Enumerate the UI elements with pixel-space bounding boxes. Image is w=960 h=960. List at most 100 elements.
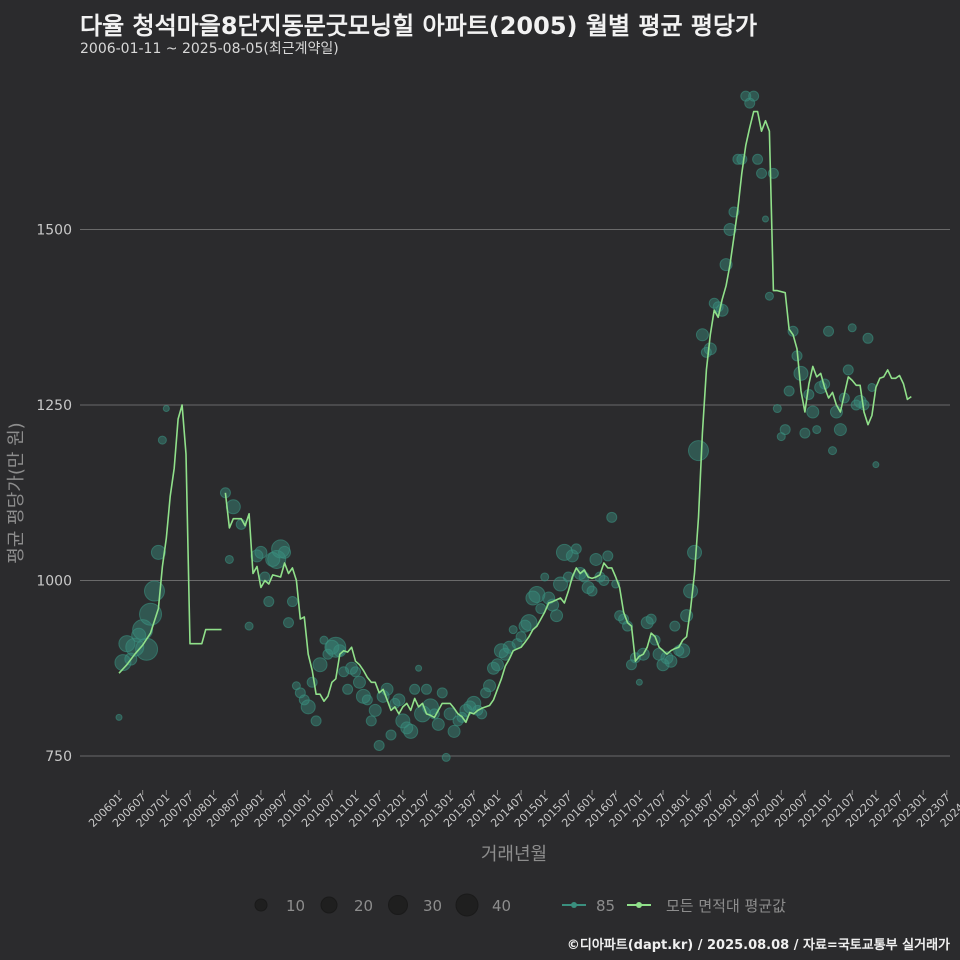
data-point <box>695 328 709 342</box>
data-point <box>115 713 123 721</box>
data-point <box>550 609 564 623</box>
data-point <box>833 423 847 437</box>
avg-line-group <box>118 110 912 724</box>
data-point <box>466 695 482 711</box>
legend-size-circle <box>388 895 408 915</box>
data-point <box>267 549 287 569</box>
avg-series-line <box>224 110 912 724</box>
data-point <box>783 385 795 397</box>
data-point <box>300 699 316 715</box>
x-axis-title: 거래년월 <box>481 844 547 865</box>
legend-85-marker <box>571 902 577 908</box>
data-point <box>660 651 674 665</box>
data-point <box>361 694 373 706</box>
data-point <box>352 675 366 689</box>
data-point <box>761 215 769 223</box>
y-axis-ticks: 750 1000 1250 1500 <box>36 223 72 766</box>
data-point <box>508 625 518 635</box>
data-point <box>263 596 275 608</box>
legend-avg-label: 모든 면적대 평균값 <box>666 897 786 915</box>
legend-size-circle <box>320 896 338 914</box>
data-point <box>586 585 598 597</box>
data-point <box>664 654 678 668</box>
legend-85-label: 85 <box>596 897 615 915</box>
data-point <box>675 643 691 659</box>
data-point <box>373 739 385 751</box>
data-point <box>319 635 329 645</box>
data-point <box>520 614 538 632</box>
legend: 10 20 30 40 85 모든 면적대 평균값 <box>254 893 786 917</box>
data-point <box>553 576 569 592</box>
y-tick-label: 1250 <box>36 398 72 414</box>
data-point <box>150 544 166 560</box>
data-point <box>415 664 423 672</box>
data-point <box>324 639 340 655</box>
data-point <box>752 153 764 165</box>
source-credit: ©디아파트(dapt.kr) / 2025.08.08 / 자료=국토교통부 실… <box>566 938 950 953</box>
data-point <box>656 658 670 672</box>
data-point <box>480 687 492 699</box>
data-point <box>250 549 264 563</box>
data-point <box>350 666 362 678</box>
data-point <box>669 620 681 632</box>
data-point <box>342 683 354 695</box>
data-point <box>114 654 132 672</box>
y-tick-label: 750 <box>45 749 72 765</box>
data-point <box>338 666 350 678</box>
data-point <box>385 729 397 741</box>
data-point <box>748 90 760 102</box>
data-point <box>732 153 744 165</box>
data-point <box>715 303 729 317</box>
data-point <box>447 724 461 738</box>
legend-size-label: 30 <box>423 897 442 915</box>
x-axis-ticks: 2006012006072007012007072008012008072009… <box>86 790 960 830</box>
data-point <box>606 511 618 523</box>
chart-title: 다율 청석마을8단지동문굿모닝힐 아파트(2005) 월별 평균 평당가 <box>80 12 758 40</box>
y-tick-label: 1500 <box>36 223 72 239</box>
legend-size-label: 10 <box>286 897 305 915</box>
data-point <box>540 572 550 582</box>
data-point <box>799 427 811 439</box>
avg-series-line <box>118 404 222 674</box>
data-point <box>403 723 419 739</box>
chart-subtitle: 2006-01-11 ~ 2025-08-05(최근계약일) <box>80 41 339 57</box>
data-point <box>525 590 541 606</box>
data-point <box>490 658 504 672</box>
data-point <box>254 545 268 559</box>
data-point <box>756 167 768 179</box>
data-point <box>736 153 748 165</box>
data-point <box>392 693 406 707</box>
data-point <box>842 364 854 376</box>
data-point <box>224 554 234 564</box>
data-point <box>812 425 822 435</box>
data-point <box>528 586 546 604</box>
data-point <box>436 687 448 699</box>
data-point <box>278 545 292 559</box>
data-point <box>772 404 782 414</box>
data-point <box>483 679 497 693</box>
data-point <box>570 543 582 555</box>
legend-avg-marker <box>636 902 642 908</box>
data-point <box>779 424 791 436</box>
data-point <box>420 683 432 695</box>
legend-size-label: 40 <box>492 897 511 915</box>
data-point <box>306 676 318 688</box>
data-point <box>565 549 579 563</box>
y-tick-label: 1000 <box>36 574 72 590</box>
data-point <box>703 342 717 356</box>
data-point <box>486 661 500 675</box>
data-point <box>286 596 298 608</box>
data-point <box>687 440 709 462</box>
data-point <box>598 575 610 586</box>
data-point <box>395 713 411 729</box>
data-point <box>325 636 347 658</box>
data-point <box>441 752 451 762</box>
data-point <box>635 678 643 686</box>
grid-lines <box>80 229 950 757</box>
data-point <box>823 325 835 337</box>
series-85-points <box>114 90 880 762</box>
data-point <box>157 435 167 445</box>
data-point <box>862 332 874 344</box>
y-axis-title: 평균 평당가(만 원) <box>6 422 27 563</box>
